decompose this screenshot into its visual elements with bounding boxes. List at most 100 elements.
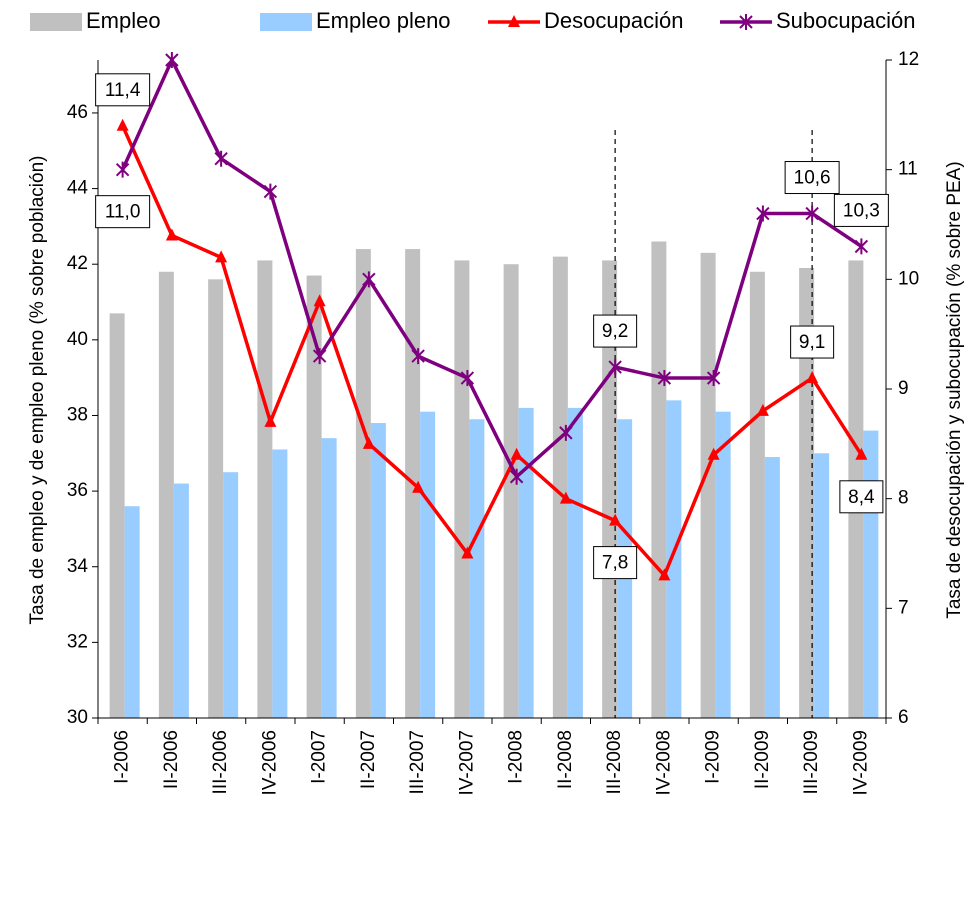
line [121,125,863,579]
data-label-box [833,193,889,227]
legend-label: Empleo [86,8,161,33]
bar [518,407,534,718]
bar [370,423,386,718]
line-marker [461,546,474,559]
x-tick-label: III-2009 [801,730,822,794]
line-marker [657,370,672,387]
bar [208,279,224,718]
line-marker [805,205,819,222]
line-marker [707,447,720,460]
data-label: 11,4 [105,80,141,101]
x-tick-label: II-2007 [358,730,379,789]
line-marker [658,568,671,581]
data-label: 10,3 [843,200,880,221]
y-tick-label: 38 [67,404,88,425]
line-marker [411,348,425,365]
data-label: 10,6 [794,168,831,189]
bar [764,457,780,718]
bar [306,275,322,718]
line-marker [412,480,425,493]
x-tick-label: I-2009 [703,730,724,784]
data-label-box [593,546,638,580]
bar [272,449,288,718]
line-marker [756,403,769,416]
legend-label: Subocupación [776,8,915,33]
x-tick-label: IV-2007 [456,730,477,796]
legend-swatch [260,13,312,31]
data-label-box [790,325,835,359]
line-marker [264,414,277,427]
x-tick-label: III-2006 [210,730,231,794]
data-label-box [593,314,638,348]
y-tick-label: 46 [67,102,88,123]
bar [109,313,125,718]
y2-axis-label: Tasa de desocupación y subocupación (% s… [944,161,965,618]
line-marker [263,183,278,200]
line-marker [739,14,753,30]
data-label: 8,4 [848,487,875,508]
bar [223,472,239,718]
x-tick-label: I-2006 [112,730,133,784]
line-marker [706,370,721,387]
data-label: 7,8 [602,553,628,574]
line-marker [460,370,475,387]
data-label: 9,1 [799,332,825,353]
y-tick-label: 34 [67,556,89,577]
x-tick-label: III-2008 [604,730,625,794]
y-tick-label: 40 [67,329,88,350]
bar [700,252,716,719]
bar [715,411,731,718]
legend-swatch [30,13,82,31]
bar [863,430,879,718]
x-tick-label: II-2008 [555,730,576,789]
line-marker [362,271,376,288]
bar [749,271,765,718]
y2-tick-label: 8 [898,488,909,509]
x-tick-label: I-2008 [506,730,527,784]
line-marker [608,359,622,376]
bar [355,249,371,719]
bar [454,260,470,718]
y-tick-label: 42 [67,253,88,274]
legend-label: Empleo pleno [316,8,451,33]
bar [257,260,273,718]
y-tick-label: 30 [67,707,88,728]
line-marker [756,205,770,222]
line-marker [115,161,130,178]
line-marker [214,150,228,167]
line-marker [855,447,868,460]
bar [158,271,174,718]
y-axis-label: Tasa de empleo y de empleo pleno (% sobr… [27,156,48,625]
bar [124,506,140,718]
line-marker [362,436,375,449]
line-marker [854,238,869,255]
y2-tick-label: 6 [898,707,909,728]
line-marker [312,348,327,365]
x-tick-label: II-2006 [161,730,182,789]
line-marker [609,513,622,526]
line-marker [215,250,228,263]
bar [666,400,682,718]
bar [469,419,485,718]
bar [552,256,568,718]
y2-tick-label: 12 [898,49,919,70]
legend-label: Desocupación [544,8,683,33]
bar [567,407,583,718]
line-marker [509,468,524,485]
bar [651,241,667,718]
x-tick-label: IV-2009 [850,730,871,796]
x-tick-label: III-2007 [407,730,428,794]
y2-tick-label: 10 [898,268,919,289]
line [121,55,863,480]
data-label-box [839,480,884,514]
y-tick-label: 36 [67,480,88,501]
x-tick-label: II-2009 [752,730,773,789]
x-tick-label: IV-2008 [653,730,674,796]
line-marker [165,228,178,241]
y2-tick-label: 7 [898,597,909,618]
data-label: 11,0 [105,202,141,223]
line-marker [806,371,819,384]
data-label-box [95,195,151,229]
bar [602,260,618,718]
